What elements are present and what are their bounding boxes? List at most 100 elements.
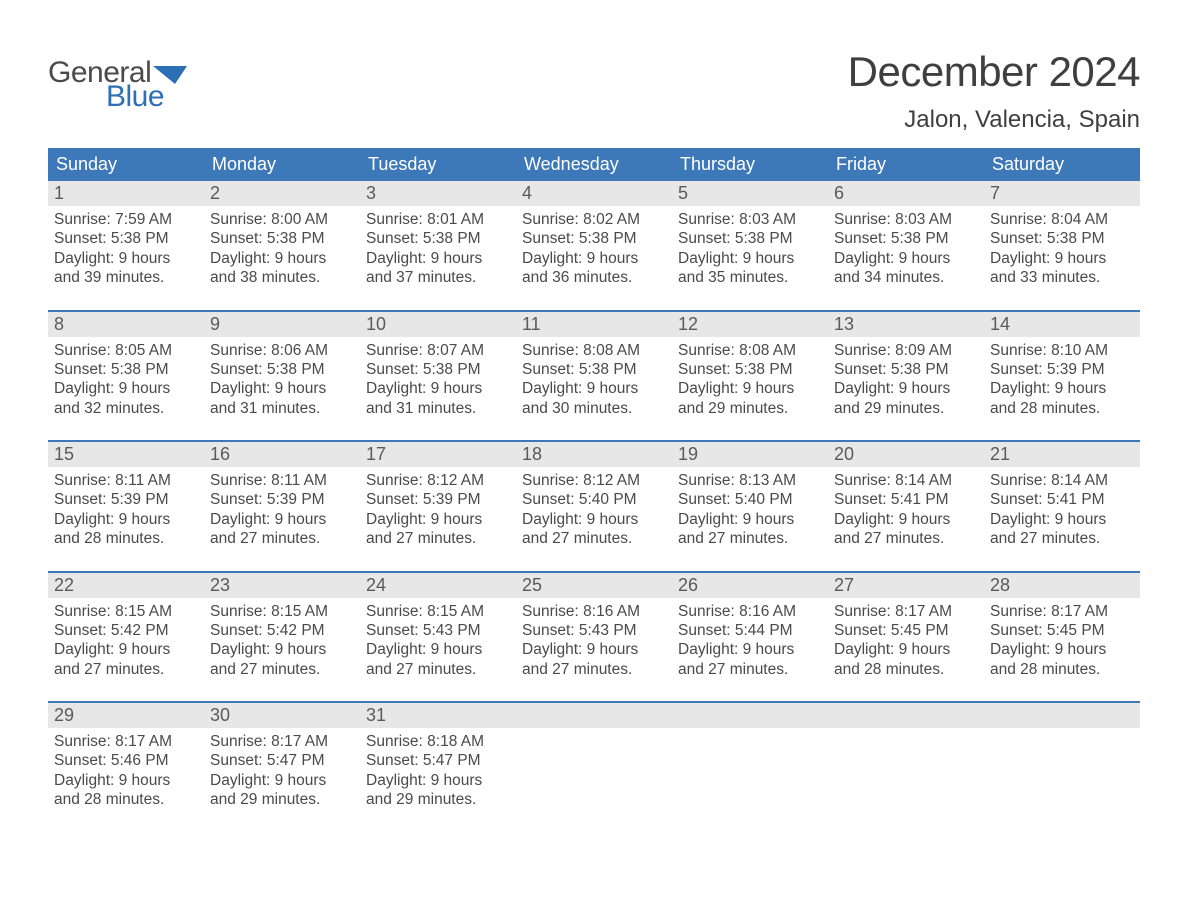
title-block: December 2024 Jalon, Valencia, Spain (848, 48, 1140, 134)
day-number: 30 (204, 703, 360, 728)
daylight-text: Daylight: 9 hours and 27 minutes. (54, 640, 198, 679)
empty-day-number (828, 703, 984, 728)
day-number: 28 (984, 573, 1140, 598)
week-row: 8Sunrise: 8:05 AMSunset: 5:38 PMDaylight… (48, 310, 1140, 427)
day-cell: 2Sunrise: 8:00 AMSunset: 5:38 PMDaylight… (204, 181, 360, 296)
day-cell: 25Sunrise: 8:16 AMSunset: 5:43 PMDayligh… (516, 573, 672, 688)
daylight-text: Daylight: 9 hours and 27 minutes. (522, 640, 666, 679)
weekday-header: Friday (828, 148, 984, 181)
weekday-header: Wednesday (516, 148, 672, 181)
day-number: 5 (672, 181, 828, 206)
day-number: 23 (204, 573, 360, 598)
day-cell: 6Sunrise: 8:03 AMSunset: 5:38 PMDaylight… (828, 181, 984, 296)
sunset-text: Sunset: 5:38 PM (54, 229, 198, 248)
day-number: 25 (516, 573, 672, 598)
sunrise-text: Sunrise: 8:18 AM (366, 732, 510, 751)
day-number: 27 (828, 573, 984, 598)
day-cell: 9Sunrise: 8:06 AMSunset: 5:38 PMDaylight… (204, 312, 360, 427)
day-body: Sunrise: 8:17 AMSunset: 5:45 PMDaylight:… (828, 598, 984, 680)
day-cell: 5Sunrise: 8:03 AMSunset: 5:38 PMDaylight… (672, 181, 828, 296)
daylight-text: Daylight: 9 hours and 27 minutes. (678, 510, 822, 549)
daylight-text: Daylight: 9 hours and 27 minutes. (366, 510, 510, 549)
day-body: Sunrise: 8:03 AMSunset: 5:38 PMDaylight:… (828, 206, 984, 288)
day-cell: 17Sunrise: 8:12 AMSunset: 5:39 PMDayligh… (360, 442, 516, 557)
sunrise-text: Sunrise: 8:16 AM (522, 602, 666, 621)
weekday-header: Sunday (48, 148, 204, 181)
logo-text-blue: Blue (106, 80, 164, 114)
day-cell: 27Sunrise: 8:17 AMSunset: 5:45 PMDayligh… (828, 573, 984, 688)
sunrise-text: Sunrise: 8:15 AM (366, 602, 510, 621)
day-body: Sunrise: 8:01 AMSunset: 5:38 PMDaylight:… (360, 206, 516, 288)
day-body: Sunrise: 8:16 AMSunset: 5:44 PMDaylight:… (672, 598, 828, 680)
day-number: 21 (984, 442, 1140, 467)
daylight-text: Daylight: 9 hours and 28 minutes. (990, 640, 1134, 679)
day-cell: 20Sunrise: 8:14 AMSunset: 5:41 PMDayligh… (828, 442, 984, 557)
sunrise-text: Sunrise: 8:03 AM (678, 210, 822, 229)
sunset-text: Sunset: 5:41 PM (990, 490, 1134, 509)
daylight-text: Daylight: 9 hours and 30 minutes. (522, 379, 666, 418)
day-cell: 12Sunrise: 8:08 AMSunset: 5:38 PMDayligh… (672, 312, 828, 427)
empty-day-number (984, 703, 1140, 728)
day-number: 18 (516, 442, 672, 467)
daylight-text: Daylight: 9 hours and 34 minutes. (834, 249, 978, 288)
day-number: 15 (48, 442, 204, 467)
day-cell: 3Sunrise: 8:01 AMSunset: 5:38 PMDaylight… (360, 181, 516, 296)
day-cell: 24Sunrise: 8:15 AMSunset: 5:43 PMDayligh… (360, 573, 516, 688)
daylight-text: Daylight: 9 hours and 28 minutes. (834, 640, 978, 679)
daylight-text: Daylight: 9 hours and 38 minutes. (210, 249, 354, 288)
sunset-text: Sunset: 5:39 PM (54, 490, 198, 509)
day-number: 19 (672, 442, 828, 467)
sunrise-text: Sunrise: 8:08 AM (522, 341, 666, 360)
day-cell: 31Sunrise: 8:18 AMSunset: 5:47 PMDayligh… (360, 703, 516, 818)
day-cell: 28Sunrise: 8:17 AMSunset: 5:45 PMDayligh… (984, 573, 1140, 688)
day-body: Sunrise: 8:15 AMSunset: 5:42 PMDaylight:… (204, 598, 360, 680)
weekday-header: Thursday (672, 148, 828, 181)
sunset-text: Sunset: 5:44 PM (678, 621, 822, 640)
day-cell: 21Sunrise: 8:14 AMSunset: 5:41 PMDayligh… (984, 442, 1140, 557)
sunset-text: Sunset: 5:38 PM (210, 229, 354, 248)
sunrise-text: Sunrise: 8:09 AM (834, 341, 978, 360)
daylight-text: Daylight: 9 hours and 37 minutes. (366, 249, 510, 288)
day-number: 10 (360, 312, 516, 337)
day-number: 22 (48, 573, 204, 598)
sunrise-text: Sunrise: 8:08 AM (678, 341, 822, 360)
day-body: Sunrise: 8:12 AMSunset: 5:39 PMDaylight:… (360, 467, 516, 549)
day-body: Sunrise: 8:11 AMSunset: 5:39 PMDaylight:… (204, 467, 360, 549)
daylight-text: Daylight: 9 hours and 27 minutes. (522, 510, 666, 549)
day-body: Sunrise: 8:14 AMSunset: 5:41 PMDaylight:… (828, 467, 984, 549)
day-number: 7 (984, 181, 1140, 206)
daylight-text: Daylight: 9 hours and 33 minutes. (990, 249, 1134, 288)
day-body: Sunrise: 8:08 AMSunset: 5:38 PMDaylight:… (516, 337, 672, 419)
day-number: 26 (672, 573, 828, 598)
day-body: Sunrise: 8:17 AMSunset: 5:46 PMDaylight:… (48, 728, 204, 810)
day-cell (672, 703, 828, 818)
daylight-text: Daylight: 9 hours and 28 minutes. (54, 771, 198, 810)
day-number: 11 (516, 312, 672, 337)
day-cell: 16Sunrise: 8:11 AMSunset: 5:39 PMDayligh… (204, 442, 360, 557)
day-body: Sunrise: 8:00 AMSunset: 5:38 PMDaylight:… (204, 206, 360, 288)
day-cell: 8Sunrise: 8:05 AMSunset: 5:38 PMDaylight… (48, 312, 204, 427)
sunrise-text: Sunrise: 8:17 AM (834, 602, 978, 621)
day-number: 17 (360, 442, 516, 467)
day-cell: 18Sunrise: 8:12 AMSunset: 5:40 PMDayligh… (516, 442, 672, 557)
sunrise-text: Sunrise: 8:15 AM (54, 602, 198, 621)
daylight-text: Daylight: 9 hours and 28 minutes. (54, 510, 198, 549)
sunset-text: Sunset: 5:47 PM (366, 751, 510, 770)
sunset-text: Sunset: 5:39 PM (210, 490, 354, 509)
day-cell: 7Sunrise: 8:04 AMSunset: 5:38 PMDaylight… (984, 181, 1140, 296)
sunrise-text: Sunrise: 8:11 AM (210, 471, 354, 490)
day-body: Sunrise: 8:07 AMSunset: 5:38 PMDaylight:… (360, 337, 516, 419)
sunrise-text: Sunrise: 8:01 AM (366, 210, 510, 229)
sunrise-text: Sunrise: 8:12 AM (522, 471, 666, 490)
sunrise-text: Sunrise: 8:17 AM (990, 602, 1134, 621)
sunset-text: Sunset: 5:38 PM (990, 229, 1134, 248)
sunset-text: Sunset: 5:38 PM (54, 360, 198, 379)
sunrise-text: Sunrise: 8:05 AM (54, 341, 198, 360)
sunrise-text: Sunrise: 8:06 AM (210, 341, 354, 360)
daylight-text: Daylight: 9 hours and 27 minutes. (210, 640, 354, 679)
empty-day-number (672, 703, 828, 728)
day-cell: 22Sunrise: 8:15 AMSunset: 5:42 PMDayligh… (48, 573, 204, 688)
daylight-text: Daylight: 9 hours and 28 minutes. (990, 379, 1134, 418)
sunrise-text: Sunrise: 8:02 AM (522, 210, 666, 229)
day-body: Sunrise: 8:15 AMSunset: 5:42 PMDaylight:… (48, 598, 204, 680)
